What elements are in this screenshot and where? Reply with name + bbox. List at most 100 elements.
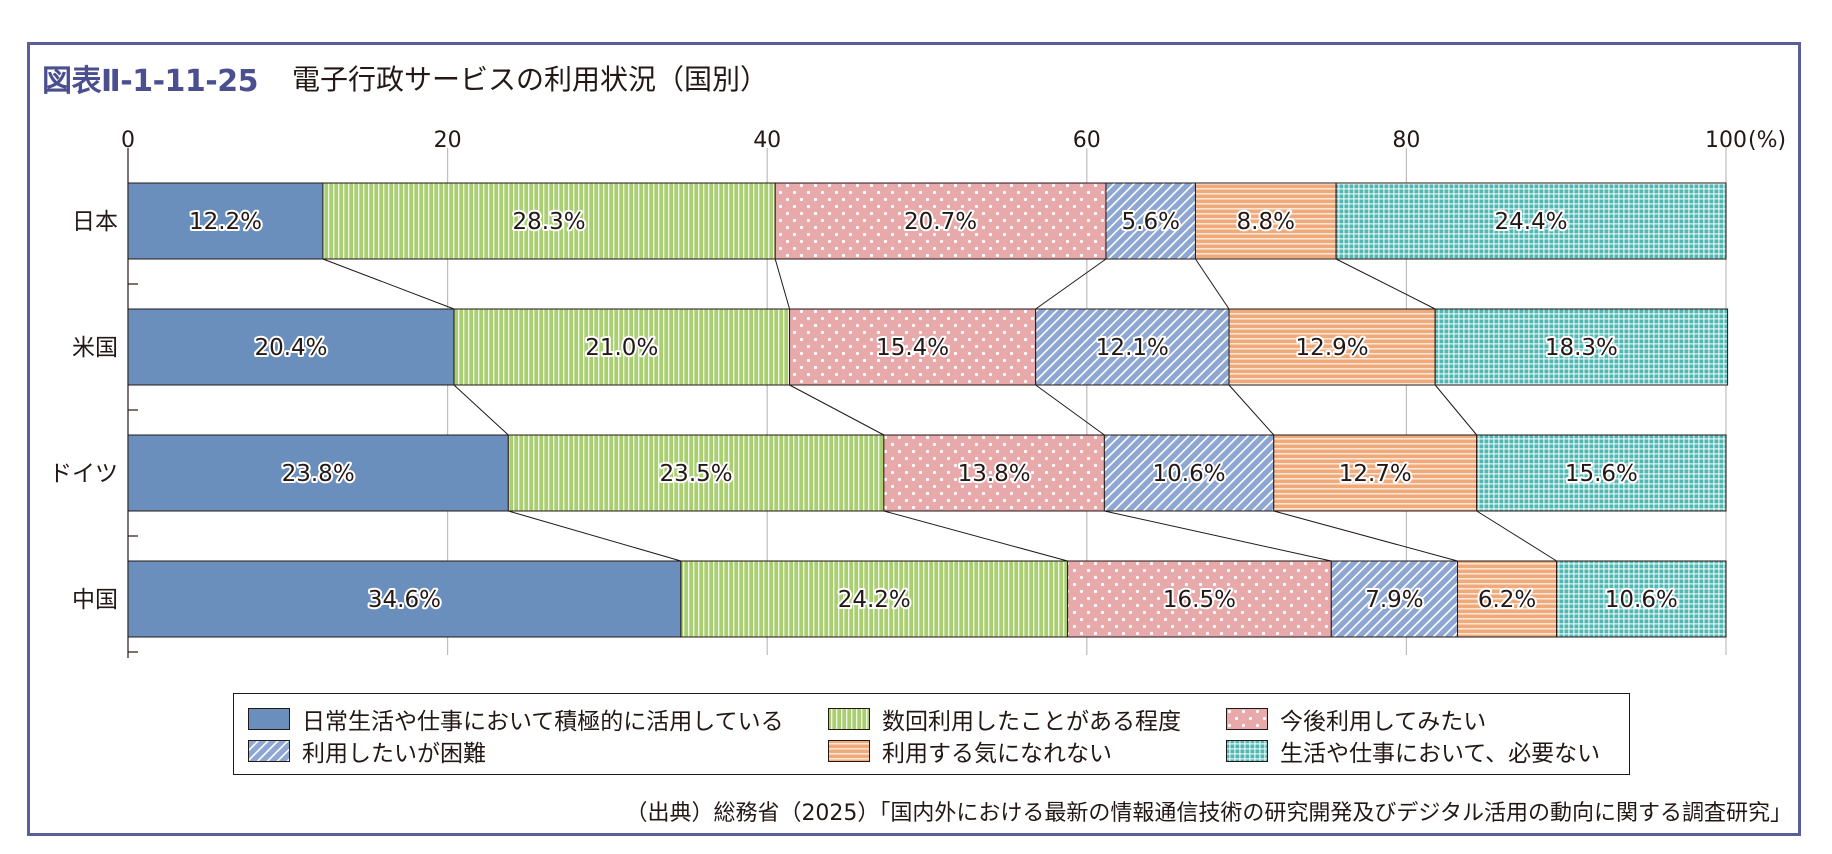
x-tick-label: 80 [1392, 128, 1420, 153]
connector-line [1335, 258, 1436, 310]
connector-line [1476, 510, 1557, 562]
bar-segment [1330, 560, 1459, 638]
bar-segment [1273, 434, 1478, 512]
bar-segment [1457, 560, 1558, 638]
figure-title: 電子行政サービスの利用状況（国別） [291, 63, 768, 96]
data-label: 28.3% [513, 209, 586, 235]
x-axis: 0 20 40 60 80 100 (%) [121, 128, 1786, 658]
legend-label: 今後利用してみたい [1280, 709, 1487, 735]
stacked-bar-chart: 0 20 40 60 80 100 (%) 12.2% 28.3% 20.7% 5.6% 8.8% 2… [49, 128, 1786, 658]
data-label: 10.6% [1605, 587, 1678, 613]
connector-line [322, 258, 455, 310]
connector-line [1104, 510, 1332, 562]
data-label: 10.6% [1153, 461, 1226, 487]
connector-line [1035, 384, 1105, 436]
legend-swatch [248, 740, 290, 762]
bar-segment [453, 308, 791, 386]
data-label: 23.5% [660, 461, 733, 487]
legend-label: 数回利用したことがある程度 [882, 709, 1181, 735]
bar-segment [680, 560, 1069, 638]
legend-label: 利用したいが困難 [302, 741, 486, 767]
bar-segment [127, 434, 509, 512]
connector-line [1195, 258, 1230, 310]
data-labels: 12.2% 28.3% 20.7% 5.6% 8.8% 24.4% 20.4% 21.0% 15… [187, 207, 1680, 615]
x-tick-label: 100 [1705, 128, 1747, 153]
bar-segment [322, 182, 776, 260]
figure-number: 図表Ⅱ-1-11-25 [42, 64, 258, 99]
connector-line [883, 510, 1068, 562]
data-label: 21.0% [585, 335, 658, 361]
legend-item: 数回利用したことがある程度 [828, 706, 1181, 735]
data-label: 15.4% [876, 335, 949, 361]
bar-segment [1476, 434, 1727, 512]
legend-swatch [828, 740, 870, 762]
legend-label: 日常生活や仕事において積極的に活用している [302, 709, 784, 735]
legend-label: 利用する気になれない [882, 741, 1112, 767]
bar-segment [789, 308, 1037, 386]
category-label: 日本 [72, 209, 118, 235]
bar-segment [883, 434, 1105, 512]
connector-line [453, 384, 509, 436]
data-label: 20.4% [254, 335, 327, 361]
category-label: ドイツ [49, 461, 118, 487]
x-unit-label: (%) [1748, 128, 1786, 153]
category-label: 米国 [72, 335, 118, 361]
connector-lines [322, 258, 1557, 562]
data-label: 5.6% [1122, 209, 1180, 235]
bar-segment [1228, 308, 1436, 386]
connector-line [1035, 258, 1107, 310]
legend-swatch [1226, 708, 1268, 730]
legend-swatch [828, 708, 870, 730]
data-label: 7.9% [1365, 587, 1423, 613]
data-label: 24.4% [1495, 209, 1568, 235]
bar-segment [1105, 182, 1196, 260]
x-tick-label: 0 [121, 128, 135, 153]
data-label: 12.7% [1339, 461, 1412, 487]
data-label: 24.2% [838, 587, 911, 613]
legend-label: 生活や仕事において、必要ない [1280, 741, 1601, 767]
data-label: 34.6% [368, 587, 441, 613]
data-label: 18.3% [1545, 335, 1618, 361]
bar-segment [507, 434, 885, 512]
bar-segment [1103, 434, 1275, 512]
bar-segment [1067, 560, 1332, 638]
bar-segment [1035, 308, 1230, 386]
bar-segment [774, 182, 1107, 260]
category-label: 中国 [72, 587, 118, 613]
bar-segment [127, 182, 324, 260]
data-label: 12.1% [1096, 335, 1169, 361]
connector-line [1434, 384, 1478, 436]
legend-item: 利用したいが困難 [248, 738, 486, 767]
legend-swatch [248, 708, 290, 730]
figure-header: 図表Ⅱ-1-11-25 電子行政サービスの利用状況（国別） [42, 58, 768, 99]
connector-line [508, 510, 682, 562]
connector-line [1228, 384, 1275, 436]
source-note: （出典）総務省（2025）「国内外における最新の情報通信技術の研究開発及びデジタ… [625, 801, 1792, 826]
data-label: 15.6% [1565, 461, 1638, 487]
bar-segment [1335, 182, 1727, 260]
bar-segment [1434, 308, 1729, 386]
x-tick-label: 40 [753, 128, 781, 153]
data-label: 20.7% [904, 209, 977, 235]
data-label: 6.2% [1478, 587, 1536, 613]
connector-line [789, 384, 885, 436]
connector-line [774, 258, 791, 310]
data-label: 23.8% [282, 461, 355, 487]
data-label: 8.8% [1237, 209, 1295, 235]
x-tick-label: 60 [1073, 128, 1101, 153]
data-label: 12.2% [189, 209, 262, 235]
bar-segment [127, 308, 455, 386]
bar-segment [1556, 560, 1727, 638]
legend-item: 今後利用してみたい [1226, 706, 1486, 735]
chart-legend: 日常生活や仕事において積極的に活用している 数回利用したことがある程度 今後利用して… [233, 693, 1630, 775]
data-label: 12.9% [1296, 335, 1369, 361]
bars [127, 182, 1729, 638]
x-tick-label: 20 [434, 128, 462, 153]
legend-swatch [1226, 740, 1268, 762]
connector-line [1273, 510, 1458, 562]
legend-item: 利用する気になれない [828, 738, 1112, 767]
legend-item: 生活や仕事において、必要ない [1226, 738, 1600, 767]
legend-item: 日常生活や仕事において積極的に活用している [248, 706, 784, 735]
data-label: 13.8% [958, 461, 1031, 487]
